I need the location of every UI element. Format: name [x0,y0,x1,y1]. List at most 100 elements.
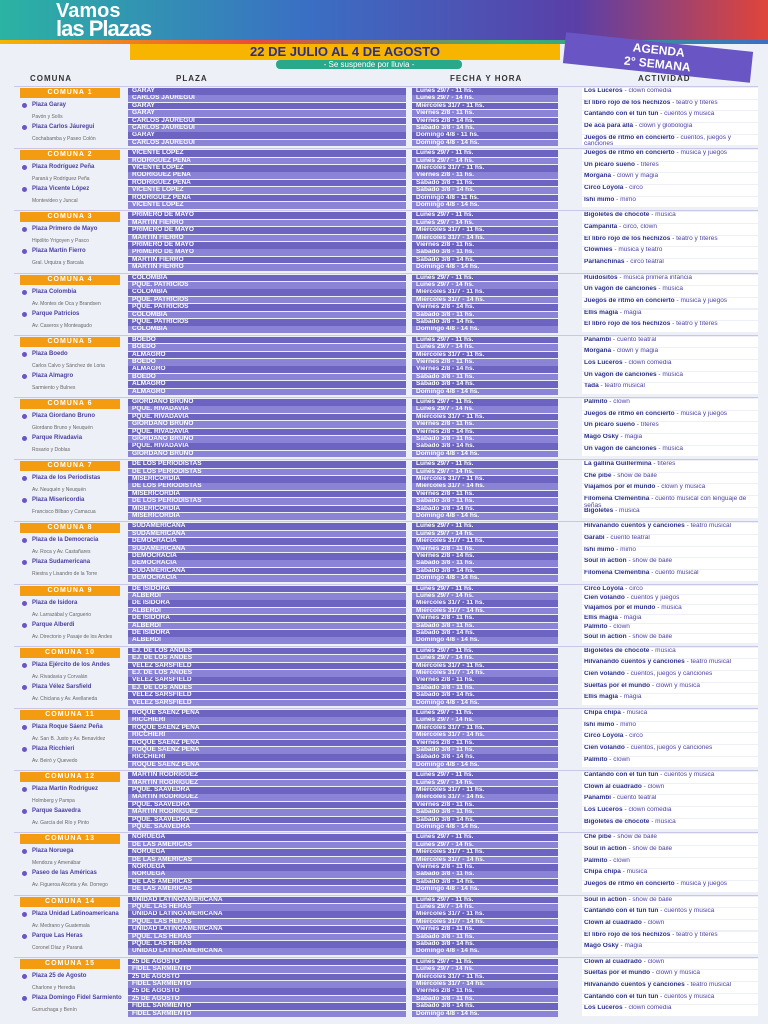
date-cell: Viernes 2/8 - 11 hs. [412,863,558,871]
activity: Palmito - clown [582,857,758,869]
plaza-cell: PQUE. RIVADAVIA [128,413,406,421]
plaza-cell: VÉLEZ SARSFIELD [128,677,406,684]
activity: Morgana - clown y magia [582,173,758,185]
date-cell: Viernes 2/8 - 11 hs. [412,545,558,553]
date-cell: Miércoles 31/7 - 11 hs. [412,164,558,172]
comuna-block: COMUNA 11 Plaza Roque Sáenz Peña Av. San B… [14,708,758,770]
date-cell: Lunes 29/7 - 14 hs. [412,530,558,538]
activity-desc: - música [658,445,683,452]
activity: Tada - teatro musical [582,383,758,394]
activity-title: Bigoletes [584,507,614,514]
activity: Soul in action - show de baile [582,558,758,569]
plaza-cell: MARTÍN RODRÍGUEZ [128,779,406,787]
date-cell: Miércoles 31/7 - 11 hs. [412,538,558,545]
activity-title: Sueltas por el mundo [584,682,651,689]
activity-title: Cien volando [584,595,625,602]
activity: Parlanchinas - circo teatral [582,258,758,270]
plaza-address: Charlone y Heredia [32,984,76,991]
plaza-icon [22,747,27,752]
plaza-cell: ALBERDI [128,622,406,630]
plaza-cell: PQUE. PATRICIOS [128,304,406,311]
activity-desc: - cuentos y música [660,111,715,118]
column-header: COMUNA [30,74,72,83]
activity: Hilvanando cuentos y canciones - teatro … [582,982,758,993]
plaza-name: Plaza Misericordia [32,497,85,504]
plaza-icon [22,351,27,357]
plaza-cell: ROQUE SÁENZ PEÑA [128,747,406,754]
activity: Ellis magia - magia [582,309,758,321]
comuna-block: COMUNA 5 Plaza Boedo Carlos Calvo y Sánche… [14,334,758,397]
activity: Viajamos por el mundo - clown y música [582,484,758,496]
plaza-cell: RODRÍGUEZ PEÑA [128,157,406,165]
activity-desc: - clown y música [657,484,706,491]
activity-desc: - clown comedia [624,88,672,94]
date-cell: Domingo 4/8 - 11 hs. [412,132,558,139]
comuna-block: COMUNA 1 Plaza Garay Pavón y Solís Plaza Ca… [14,86,758,148]
plaza-cell: COLOMBIA [128,326,406,333]
date-cell: Lunes 29/7 - 11 hs. [412,647,558,655]
date-cell: Miércoles 31/7 - 11 hs. [412,973,558,981]
plaza-icon [22,973,27,979]
activity-desc: - magia [620,943,643,950]
plaza-cell: CARLOS JÁUREGUI [128,95,406,102]
plaza-cell: PRIMERO DE MAYO [128,212,406,219]
plaza-cell: CARLOS JÁUREGUI [128,139,406,147]
activity: Ruidosítos - música primera infancia [582,274,758,286]
plaza-cell: FIDEL SARMIENTO [128,1003,406,1010]
plaza-cell: DEMOCRACIA [128,560,406,567]
plaza-cell: COLOMBIA [128,311,406,319]
activity: Juegos de ritmo en concierto - música y … [582,297,758,309]
activity-desc: - circo [625,585,643,592]
logo: las Plazas [56,16,152,41]
plaza-name: Plaza Ejército de los Andes [32,661,110,668]
activity-title: Ellis magia [584,614,618,621]
activity: Che pibe - show de baile [582,834,758,846]
activity-title: Cantando con el tun tun [584,772,659,779]
date-cell: Miércoles 31/7 - 11 hs. [412,227,558,234]
activity-title: Los Luceros [584,807,623,814]
plaza-cell: CARLOS JÁUREGUI [128,117,406,125]
plaza-cell: MARTÍN FIERRO [128,219,406,227]
activity-title: Juegos de ritmo en concierto [584,297,675,304]
plaza-address: Av. Roca y Av. Castañares [32,549,91,556]
activity-desc: - cuentos y música [660,993,715,1000]
plaza-name: Plaza Garay [32,102,67,108]
date-cell: Domingo 4/8 - 14 hs. [412,761,558,769]
comuna-block: COMUNA 12 Plaza Martín Rodríguez Holmberg … [14,770,758,832]
activity: Los Luceros - clown comedia [582,1005,758,1016]
plaza-cell: DEMOCRACIA [128,575,406,582]
date-cell: Domingo 4/8 - 14 hs. [412,512,558,520]
plaza-cell: VÉLEZ SARSFIELD [128,662,406,670]
activity-title: El libro rojo de los hechizos [584,321,671,328]
activity: El libro rojo de los hechizos - teatro y… [582,931,758,943]
plaza-icon [22,414,27,419]
plaza-address: Av. Neuquén y Neuquén [32,487,87,494]
plaza-cell: ALBERDI [128,592,406,600]
plaza-cell: GARAY [128,88,406,95]
plaza-address: Cochabamba y Paseo Colón [32,136,96,142]
plaza-cell: PQUE. RIVADAVIA [128,428,406,436]
activity-desc: - cuentos y juegos [626,595,680,602]
plaza-name: Plaza Carlos Jáuregui [32,124,95,130]
activity-desc: - teatro y títeres [672,99,718,106]
separator [14,272,758,274]
plaza-icon [22,227,27,233]
plaza-name: Plaza Martín Fierro [32,248,86,255]
date-cell: Lunes 29/7 - 11 hs. [412,772,558,779]
plaza-icon [22,249,27,255]
activity: Cantando con el tun tun - cuentos y músi… [582,993,758,1005]
activity-desc: - show de baile [628,846,673,853]
plaza-address: Mendoza y Amenábar [32,860,81,867]
separator [14,210,758,212]
plaza-cell: DE ISIDORA [128,629,406,637]
date-cell: Lunes 29/7 - 11 hs. [412,710,558,717]
activity-desc: - música [651,647,676,654]
plaza-address: Sarmiento y Bulnes [32,384,76,391]
date-cell: Sábado 3/8 - 11 hs. [412,560,558,567]
activity: Ellis magia - magia [582,614,758,624]
plaza-name: Plaza Martín Rodríguez [32,786,99,793]
date-cell: Sábado 3/8 - 11 hs. [412,436,558,443]
date-cell: Lunes 29/7 - 14 hs. [412,966,558,973]
plaza-cell: GIORDANO BRUNO [128,436,406,443]
plaza-cell: MARTÍN FIERRO [128,256,406,264]
